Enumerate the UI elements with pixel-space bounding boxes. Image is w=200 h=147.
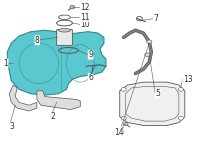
Text: 7: 7 bbox=[153, 14, 158, 23]
Text: 8: 8 bbox=[35, 36, 40, 45]
Text: 1: 1 bbox=[3, 59, 8, 68]
Circle shape bbox=[147, 40, 152, 44]
Polygon shape bbox=[9, 85, 37, 111]
Text: 5: 5 bbox=[155, 89, 160, 98]
Circle shape bbox=[121, 87, 126, 91]
Polygon shape bbox=[37, 91, 80, 110]
FancyBboxPatch shape bbox=[57, 30, 72, 45]
Text: 4: 4 bbox=[120, 127, 125, 136]
Text: 3: 3 bbox=[9, 122, 14, 131]
Text: 13: 13 bbox=[183, 75, 192, 84]
Circle shape bbox=[145, 53, 150, 57]
Text: 2: 2 bbox=[51, 112, 55, 121]
Circle shape bbox=[178, 116, 183, 120]
Text: 10: 10 bbox=[80, 20, 90, 29]
Text: 6: 6 bbox=[88, 73, 93, 82]
Text: 11: 11 bbox=[80, 13, 90, 22]
Polygon shape bbox=[120, 82, 185, 125]
Circle shape bbox=[70, 5, 75, 9]
Ellipse shape bbox=[59, 28, 70, 32]
Text: 12: 12 bbox=[80, 3, 90, 12]
Polygon shape bbox=[7, 30, 106, 95]
Text: 9: 9 bbox=[88, 50, 93, 59]
Circle shape bbox=[121, 116, 126, 120]
Circle shape bbox=[123, 122, 128, 126]
Text: 14: 14 bbox=[114, 128, 123, 137]
Circle shape bbox=[178, 87, 183, 91]
